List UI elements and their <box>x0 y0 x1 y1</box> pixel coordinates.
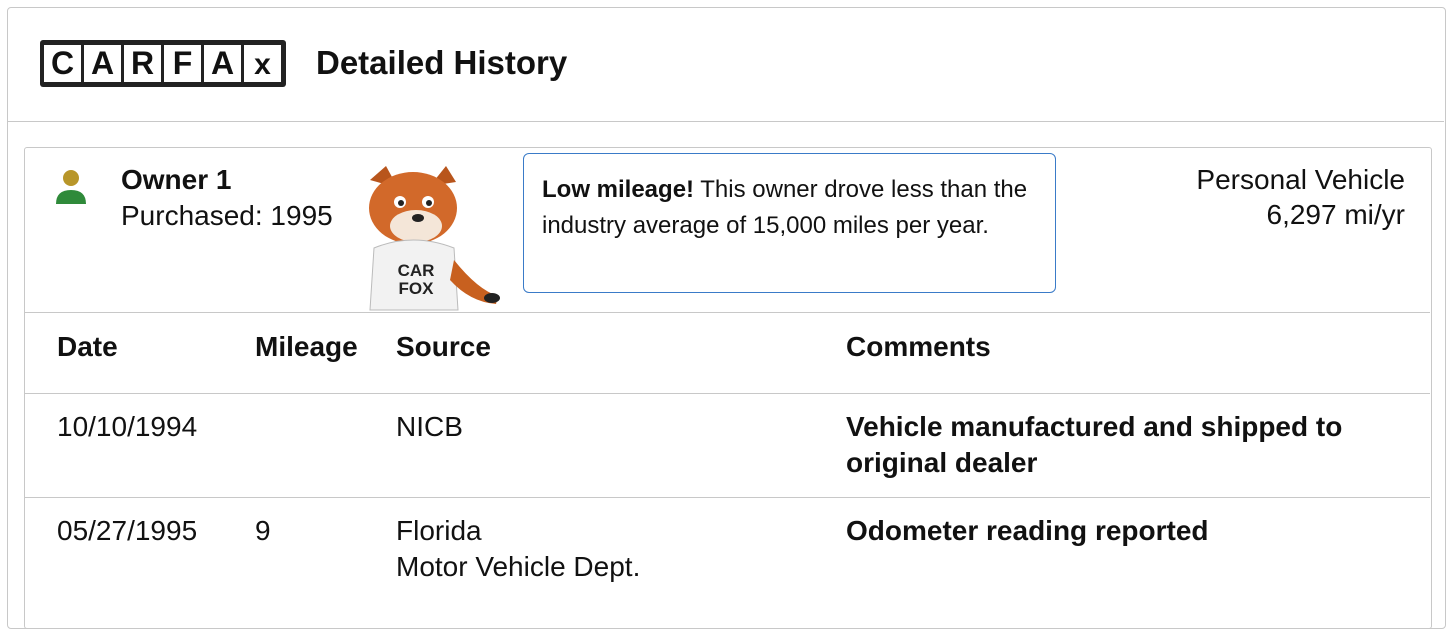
purchase-year: Purchased: 1995 <box>121 200 333 232</box>
carfox-mascot: CAR FOX <box>358 160 508 313</box>
callout-highlight: Low mileage! <box>542 176 694 203</box>
logo-letter: C <box>44 45 81 82</box>
logo-letter: A <box>84 45 121 82</box>
column-header: Source <box>396 331 491 363</box>
column-header: Comments <box>846 331 991 363</box>
row-divider <box>25 393 1430 394</box>
date-cell: 05/27/1995 <box>57 513 197 549</box>
logo-letter: F <box>164 45 201 82</box>
header-divider <box>8 121 1444 122</box>
comment-cell: Vehicle manufactured and shipped to orig… <box>846 409 1406 481</box>
table-top-line <box>25 312 1430 313</box>
low-mileage-callout: Low mileage! This owner drove less than … <box>523 153 1056 293</box>
source-cell: Motor Vehicle Dept. <box>396 549 640 585</box>
row-divider <box>25 497 1430 498</box>
comment-cell: Odometer reading reported <box>846 513 1406 549</box>
owner-name: Owner 1 <box>121 164 231 196</box>
logo-letter: R <box>124 45 161 82</box>
date-cell: 10/10/1994 <box>57 409 197 445</box>
page-title: Detailed History <box>316 44 567 82</box>
mascot-shirt-text: FOX <box>399 279 435 298</box>
logo-letter: x <box>244 45 281 82</box>
mileage-cell: 9 <box>255 513 271 549</box>
source-cell: Florida <box>396 513 482 549</box>
owner-icon <box>54 168 88 204</box>
column-header: Mileage <box>255 331 358 363</box>
vehicle-usage: Personal Vehicle <box>1196 164 1405 196</box>
source-cell: NICB <box>396 409 463 445</box>
mileage-rate: 6,297 mi/yr <box>1267 199 1406 231</box>
column-header: Date <box>57 331 118 363</box>
logo-letter: A <box>204 45 241 82</box>
mascot-shirt-text: CAR <box>398 261 435 280</box>
